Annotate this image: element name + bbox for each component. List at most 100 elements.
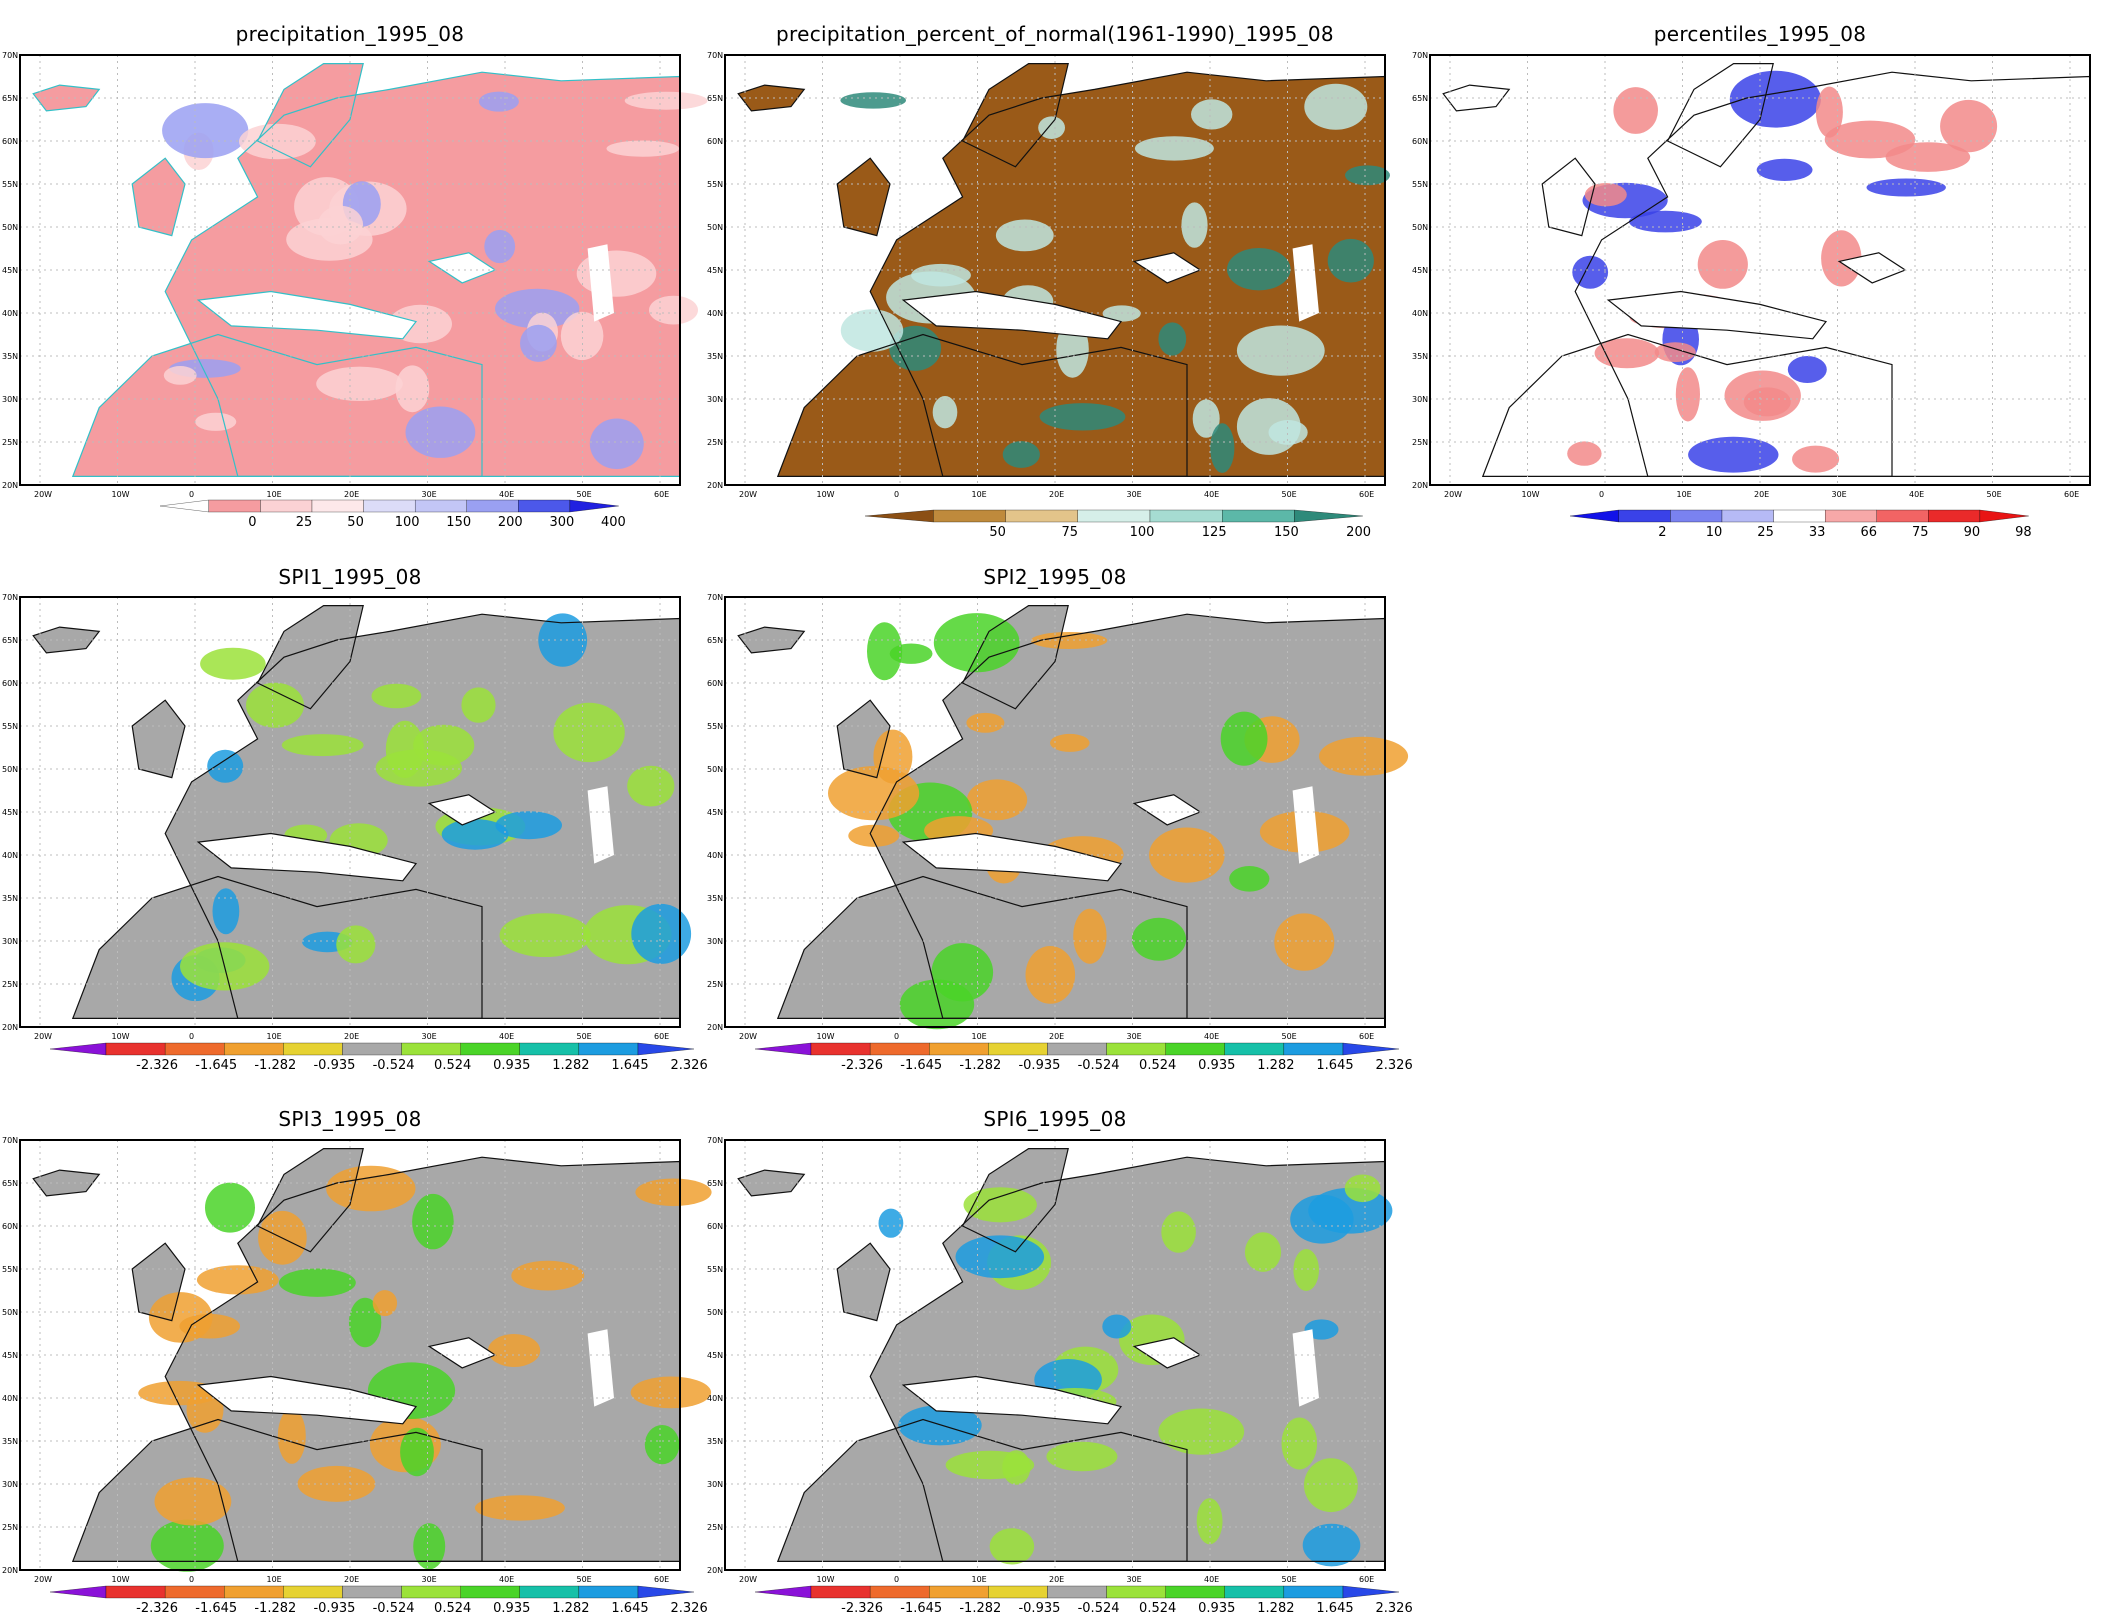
colorbar-swatch [1149, 509, 1223, 523]
anomaly-region [371, 683, 422, 709]
colorbar-swatch [1047, 1042, 1107, 1056]
colorbar-label: 1.645 [1316, 1601, 1353, 1616]
lon-tick-label: 0 [189, 490, 194, 499]
lat-tick-label: 45N [707, 808, 723, 817]
anomaly-region [1161, 1211, 1196, 1253]
colorbar-label: 0.935 [1198, 1601, 1235, 1616]
coastline [71, 1418, 483, 1562]
lat-tick-label: 65N [1412, 94, 1428, 103]
land-area [837, 158, 890, 236]
lat-tick-label: 25N [2, 1523, 18, 1532]
colorbar-swatch [1979, 509, 2029, 523]
lat-tick-label: 65N [2, 636, 18, 645]
colorbar-label: -0.524 [373, 1058, 415, 1073]
anomaly-region [246, 682, 304, 728]
coastline [71, 875, 483, 1019]
anomaly-region [606, 140, 680, 157]
coastline [1574, 71, 2091, 477]
colorbar-swatch [1773, 509, 1826, 523]
lat-tick-label: 35N [2, 352, 18, 361]
anomaly-region [1756, 158, 1813, 181]
colorbar-label: 300 [549, 515, 574, 530]
lat-tick-label: 20N [707, 1566, 723, 1575]
panel-title: SPI2_1995_08 [983, 565, 1127, 589]
anomaly-region [624, 91, 708, 110]
anomaly-region [1192, 399, 1220, 438]
lat-tick-label: 20N [707, 1023, 723, 1032]
lon-tick-label: 0 [189, 1575, 194, 1584]
colorbar-swatch [754, 1585, 812, 1599]
coastline [196, 832, 418, 882]
anomaly-region [1281, 1417, 1318, 1470]
lat-tick-label: 45N [707, 1351, 723, 1360]
anomaly-region [911, 263, 971, 287]
colorbar-label: -1.282 [959, 1058, 1001, 1073]
lon-tick-label: 20E [1049, 1575, 1064, 1584]
anomaly-region [1191, 99, 1233, 130]
colorbar-swatch [519, 1585, 580, 1599]
anomaly-region [413, 1523, 446, 1570]
coastline [776, 1418, 1188, 1562]
anomaly-region [520, 324, 557, 362]
map-frame [724, 1139, 1386, 1571]
anomaly-region [644, 1425, 680, 1465]
coastline [836, 157, 891, 237]
colorbar-swatch [929, 1585, 989, 1599]
lon-tick-label: 20W [739, 1032, 757, 1041]
colorbar-label: 0 [248, 515, 256, 530]
colorbar-swatch [1165, 1042, 1225, 1056]
anomaly-region [1675, 367, 1700, 422]
coastline [131, 157, 186, 237]
anomaly-region [1304, 1319, 1339, 1340]
panel-percent-of-normal: precipitation_percent_of_normal(1961-199… [725, 22, 1385, 542]
lat-tick-label: 45N [2, 266, 18, 275]
anomaly-region [1002, 441, 1040, 468]
anomaly-region [1304, 83, 1368, 130]
land-area [132, 158, 185, 236]
anomaly-region [967, 779, 1028, 821]
lon-tick-label: 20E [1754, 490, 1769, 499]
lat-tick-label: 50N [707, 1308, 723, 1317]
anomaly-region [1293, 1249, 1319, 1291]
colorbar-label: 1.282 [552, 1601, 589, 1616]
anomaly-region [840, 92, 906, 109]
colorbar-swatch [460, 1042, 520, 1056]
anomaly-region [200, 647, 266, 680]
land-area [777, 334, 1187, 477]
lat-tick-label: 25N [707, 980, 723, 989]
lat-tick-label: 55N [2, 180, 18, 189]
anomaly-region [400, 1427, 434, 1477]
anomaly-region [212, 888, 240, 935]
colorbar-label: 1.645 [611, 1601, 648, 1616]
colorbar-percent_of_normal: 50 75 100 125 150 200 [864, 509, 1371, 540]
lon-tick-label: 10E [267, 1575, 282, 1584]
anomaly-region [297, 1465, 376, 1502]
colorbar-swatch [1165, 1585, 1225, 1599]
lat-tick-label: 30N [707, 395, 723, 404]
colorbar-swatch [869, 1042, 930, 1056]
lon-tick-label: 30E [1832, 490, 1847, 499]
map-frame [19, 596, 681, 1028]
colorbar-label: 98 [2015, 525, 2032, 540]
lat-tick-label: 50N [2, 223, 18, 232]
colorbar-label: -0.935 [313, 1058, 355, 1073]
panel-title: percentiles_1995_08 [1653, 22, 1867, 46]
coastline [1606, 290, 1828, 340]
anomaly-region [963, 1187, 1037, 1223]
lat-tick-label: 65N [2, 94, 18, 103]
coastline [836, 699, 891, 779]
lon-tick-label: 0 [894, 1032, 899, 1041]
anomaly-region [1274, 913, 1335, 971]
lat-tick-label: 50N [2, 1308, 18, 1317]
colorbar-label: 100 [395, 515, 420, 530]
lat-tick-label: 65N [707, 636, 723, 645]
anomaly-region [348, 1297, 382, 1348]
anomaly-region [538, 613, 588, 667]
lon-tick-label: 20E [1049, 490, 1064, 499]
lon-tick-label: 30E [422, 490, 437, 499]
lat-tick-label: 40N [2, 851, 18, 860]
anomaly-region [1131, 917, 1187, 961]
lat-tick-label: 70N [2, 593, 18, 602]
colorbar-label: 2.326 [1376, 1058, 1413, 1073]
colorbar-swatch [1224, 1042, 1285, 1056]
